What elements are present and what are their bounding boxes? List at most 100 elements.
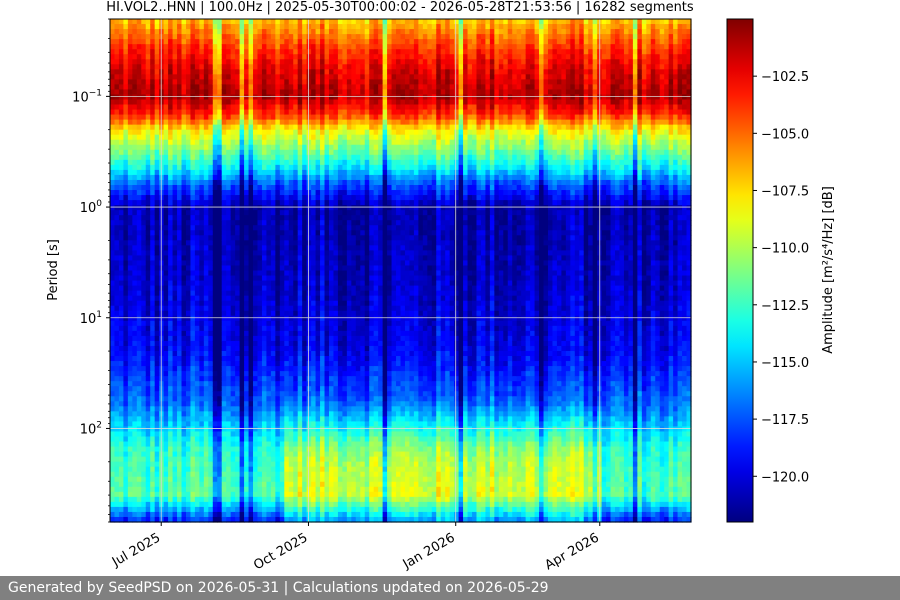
heat-cell	[279, 174, 285, 181]
heat-cell	[279, 245, 285, 251]
heat-cell	[194, 481, 200, 488]
heat-cell	[284, 210, 290, 216]
heat-cell	[168, 250, 174, 257]
heat-cell	[118, 174, 125, 181]
heat-cell	[172, 391, 178, 397]
heat-cell	[212, 205, 218, 211]
heat-cell	[154, 315, 160, 322]
heat-cell	[239, 436, 245, 443]
heat-cell	[275, 491, 281, 498]
heat-cell	[177, 300, 183, 307]
heat-cell	[306, 441, 312, 448]
heat-cell	[118, 411, 125, 417]
heat-cell	[288, 275, 294, 282]
heat-cell	[141, 230, 147, 236]
heat-cell	[297, 109, 303, 116]
heat-cell	[159, 461, 165, 468]
heat-cell	[270, 190, 276, 196]
heat-cell	[253, 315, 259, 322]
heat-cell	[270, 200, 276, 206]
heat-cell	[239, 411, 245, 417]
heat-cell	[127, 295, 133, 302]
heat-cell	[279, 134, 285, 141]
heat-cell	[145, 466, 151, 473]
heat-cell	[320, 376, 326, 382]
heat-cell	[168, 190, 174, 196]
heat-cell	[324, 169, 330, 176]
heat-cell	[118, 139, 125, 146]
heat-cell	[293, 84, 299, 91]
heat-cell	[168, 290, 174, 297]
heat-cell	[199, 265, 205, 272]
heat-cell	[114, 119, 120, 126]
heat-cell	[212, 220, 218, 226]
heat-cell	[127, 361, 133, 367]
heat-cell	[320, 109, 326, 116]
heat-cell	[266, 24, 272, 30]
heat-cell	[123, 451, 129, 458]
heat-cell	[185, 441, 192, 448]
heat-cell	[293, 315, 299, 322]
heat-cell	[302, 89, 308, 96]
heat-cell	[279, 386, 285, 392]
heat-cell	[226, 461, 232, 468]
heat-cell	[261, 109, 268, 116]
heat-cell	[212, 275, 218, 282]
heat-cell	[239, 144, 245, 151]
heat-cell	[159, 190, 165, 196]
heat-cell	[239, 184, 245, 191]
heat-cell	[172, 396, 178, 402]
heat-cell	[132, 511, 138, 518]
heat-cell	[194, 320, 200, 327]
heat-cell	[199, 366, 205, 372]
heat-cell	[221, 230, 227, 236]
heat-cell	[136, 245, 142, 251]
heat-cell	[239, 386, 245, 392]
heat-cell	[324, 366, 330, 372]
heat-cell	[114, 179, 120, 186]
heat-cell	[235, 164, 241, 171]
heat-cell	[293, 119, 299, 126]
heat-cell	[261, 290, 268, 297]
heat-cell	[266, 245, 272, 251]
heat-cell	[244, 255, 250, 262]
heat-cell	[266, 195, 272, 201]
heat-cell	[150, 486, 156, 493]
heat-cell	[110, 174, 116, 181]
heat-cell	[168, 451, 174, 458]
heat-cell	[257, 491, 263, 498]
heat-cell	[311, 119, 317, 126]
heat-cell	[212, 501, 218, 508]
heat-cell	[288, 335, 294, 342]
heat-cell	[311, 501, 317, 508]
heat-cell	[306, 104, 312, 111]
heat-cell	[114, 506, 120, 513]
heat-cell	[212, 200, 218, 206]
heat-cell	[132, 516, 138, 523]
heat-cell	[208, 225, 214, 231]
heat-cell	[230, 225, 236, 231]
heat-cell	[110, 19, 116, 25]
heat-cell	[208, 335, 214, 342]
heat-cell	[221, 200, 227, 206]
heat-cell	[279, 496, 285, 503]
heat-cell	[118, 366, 125, 372]
heat-cell	[320, 466, 326, 473]
heat-cell	[248, 44, 254, 50]
heat-cell	[181, 74, 187, 80]
heat-cell	[217, 300, 223, 307]
heat-cell	[320, 496, 326, 503]
heat-cell	[328, 19, 335, 25]
heat-cell	[159, 104, 165, 111]
heat-cell	[248, 39, 254, 45]
heat-cell	[203, 104, 209, 111]
heat-cell	[110, 205, 116, 211]
heat-cell	[194, 169, 200, 176]
heat-cell	[141, 74, 147, 80]
heat-cell	[315, 516, 321, 523]
heat-cell	[145, 94, 151, 101]
heat-cell	[150, 386, 156, 392]
heat-cell	[208, 124, 214, 131]
heat-cell	[203, 69, 209, 75]
heat-cell	[208, 466, 214, 473]
